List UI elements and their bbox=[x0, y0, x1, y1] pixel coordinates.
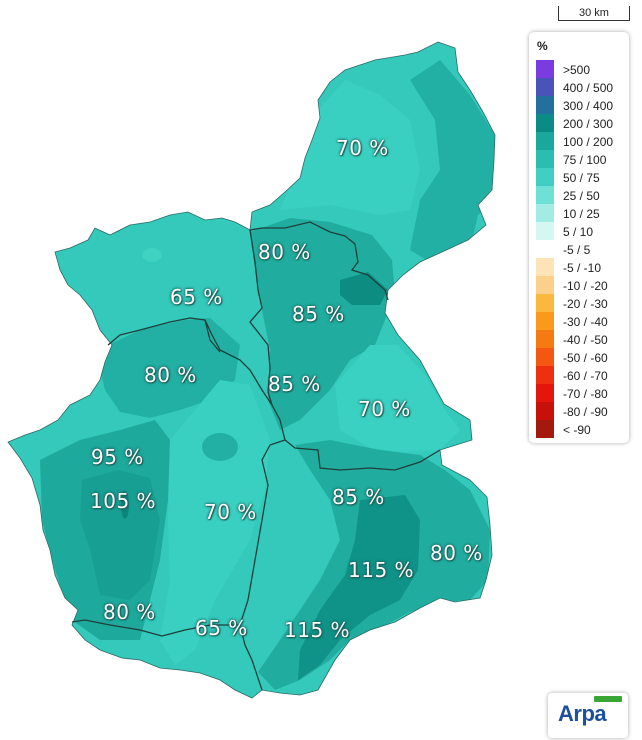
scale-label: 30 km bbox=[579, 7, 609, 19]
region-value-label: 80 % bbox=[144, 363, 197, 387]
legend-label: 200 / 300 bbox=[563, 117, 614, 131]
region-value-label: 115 % bbox=[348, 558, 415, 582]
legend-label: -70 / -80 bbox=[563, 387, 608, 401]
region-value-label: 85 % bbox=[292, 302, 345, 326]
legend-label: -50 / -60 bbox=[563, 351, 608, 365]
legend-label: 75 / 100 bbox=[563, 153, 607, 167]
legend-swatch bbox=[536, 294, 554, 312]
legend-panel: % >500 400 / 500 300 / 400 200 / 300 100 / 2… bbox=[529, 32, 629, 443]
legend-label: 400 / 500 bbox=[563, 81, 614, 95]
legend-label: -60 / -70 bbox=[563, 369, 608, 383]
legend-swatch bbox=[536, 60, 554, 78]
legend-swatch bbox=[536, 366, 554, 384]
region-value-label: 65 % bbox=[195, 616, 248, 640]
legend-swatch bbox=[536, 420, 554, 438]
legend-label: < -90 bbox=[563, 423, 591, 437]
legend-label: -10 / -20 bbox=[563, 279, 608, 293]
logo-text: Arpa bbox=[558, 701, 607, 726]
legend-swatch bbox=[536, 312, 554, 330]
legend-swatch bbox=[536, 204, 554, 222]
region-value-label: 85 % bbox=[332, 485, 385, 509]
legend-title: % bbox=[537, 39, 548, 53]
legend-label: -30 / -40 bbox=[563, 315, 608, 329]
legend-swatch bbox=[536, 132, 554, 150]
legend-swatch bbox=[536, 150, 554, 168]
legend-label: 25 / 50 bbox=[563, 189, 600, 203]
region-value-label: 80 % bbox=[430, 541, 483, 565]
region-value-label: 95 % bbox=[91, 445, 144, 469]
region-value-label: 80 % bbox=[103, 600, 156, 624]
legend-swatch bbox=[536, 168, 554, 186]
legend-label: 5 / 10 bbox=[563, 225, 594, 239]
legend-label: -20 / -30 bbox=[563, 297, 608, 311]
legend-swatch bbox=[536, 276, 554, 294]
legend-swatch bbox=[536, 114, 554, 132]
legend-label: 10 / 25 bbox=[563, 207, 600, 221]
legend-swatch bbox=[536, 96, 554, 114]
legend-swatch bbox=[536, 384, 554, 402]
legend-label: 50 / 75 bbox=[563, 171, 600, 185]
legend-label: -80 / -90 bbox=[563, 405, 608, 419]
legend-swatch bbox=[536, 222, 554, 240]
region-value-label: 70 % bbox=[336, 136, 389, 160]
legend-swatch bbox=[536, 258, 554, 276]
legend-swatch bbox=[536, 78, 554, 96]
legend-swatch bbox=[536, 330, 554, 348]
legend-swatch bbox=[536, 186, 554, 204]
region-value-label: 105 % bbox=[90, 489, 157, 513]
legend-label: >500 bbox=[563, 63, 591, 77]
legend-label: -5 / 5 bbox=[563, 243, 591, 257]
legend-swatch bbox=[536, 402, 554, 420]
region-value-label: 65 % bbox=[170, 285, 223, 309]
arpa-logo[interactable]: Arpa bbox=[548, 693, 628, 738]
scale-bar: 30 km bbox=[558, 6, 630, 21]
legend-swatch bbox=[536, 240, 554, 258]
legend-label: -5 / -10 bbox=[563, 261, 602, 275]
region-value-label: 85 % bbox=[268, 372, 321, 396]
region-value-label: 70 % bbox=[204, 500, 257, 524]
region-value-label: 80 % bbox=[258, 240, 311, 264]
logo-badge bbox=[594, 696, 622, 702]
legend-label: 100 / 200 bbox=[563, 135, 614, 149]
region-value-label: 115 % bbox=[284, 618, 351, 642]
region-value-label: 70 % bbox=[358, 397, 411, 421]
legend-swatch bbox=[536, 348, 554, 366]
legend-label: -40 / -50 bbox=[563, 333, 608, 347]
legend-label: 300 / 400 bbox=[563, 99, 614, 113]
